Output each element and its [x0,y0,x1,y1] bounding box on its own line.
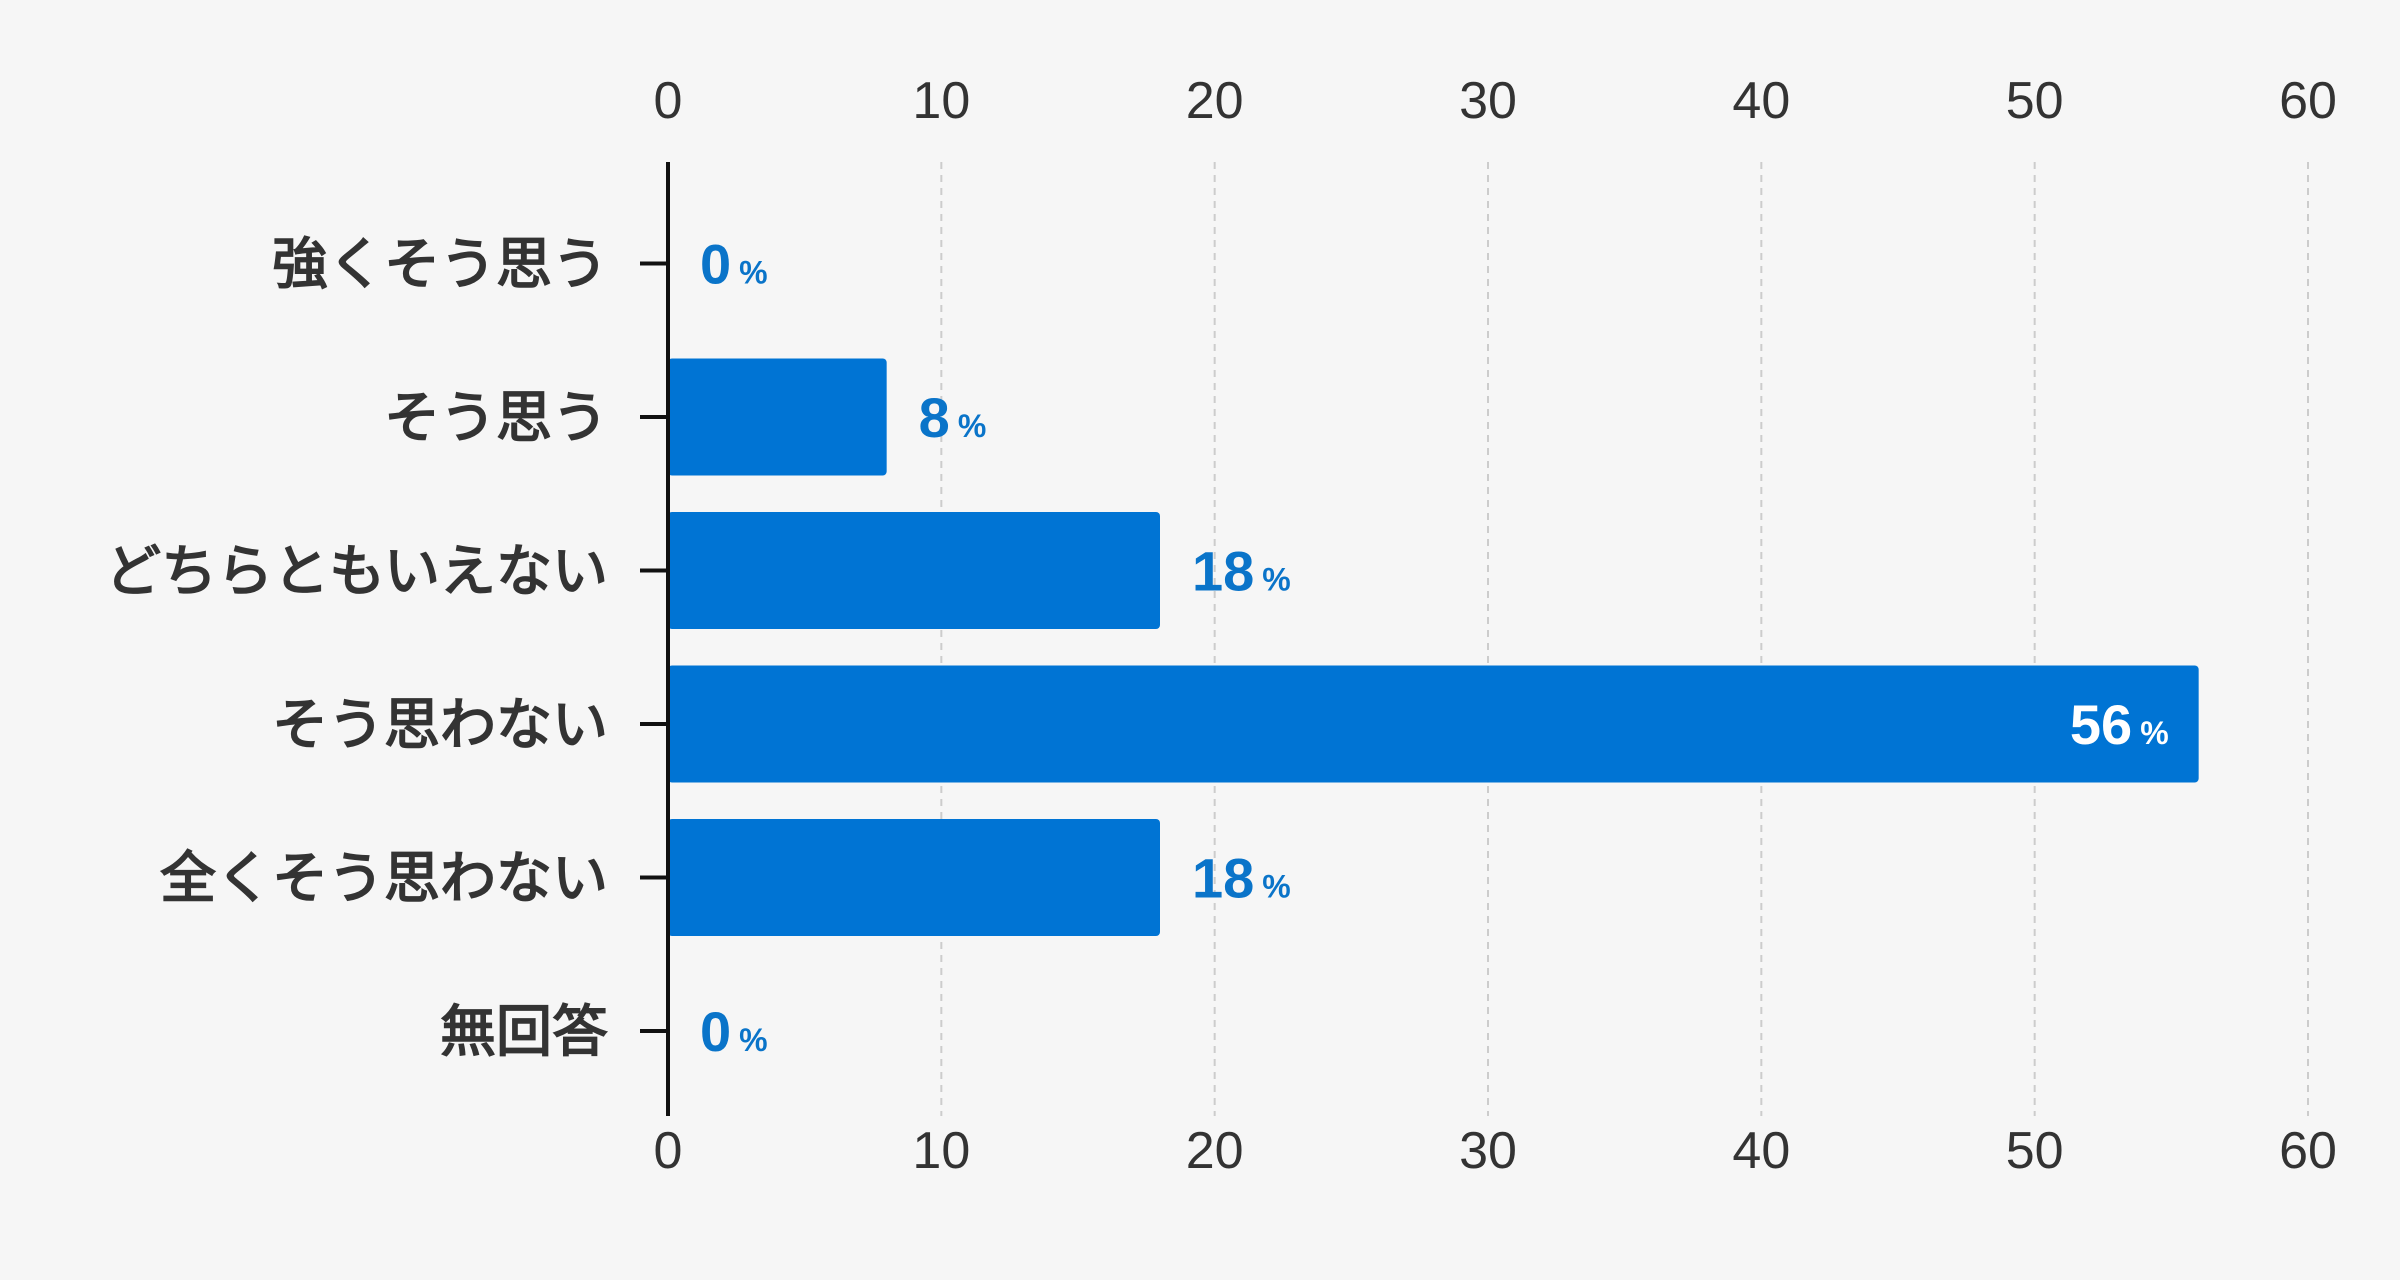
x-tick-label-bottom: 30 [1459,1122,1517,1180]
category-label: 無回答 [440,1000,609,1065]
bar [668,512,1160,629]
x-axis-top-ticks: 0 10 20 30 40 50 60 [654,72,2337,130]
x-tick-label-top: 0 [654,72,683,130]
x-tick-label-bottom: 20 [1186,1122,1244,1180]
x-tick-label-bottom: 50 [2006,1122,2064,1180]
data-label: 18% [1192,847,1291,910]
x-tick-label-bottom: 60 [2279,1122,2337,1180]
bar [668,665,2199,783]
category-label: 強くそう思う [272,233,608,298]
category-label: そう思わない [272,693,608,758]
y-axis [640,162,670,1116]
x-tick-label-bottom: 40 [1732,1122,1790,1180]
grid-lines [940,162,2309,1116]
x-tick-label-top: 50 [2006,72,2064,130]
x-tick-label-top: 10 [912,72,970,130]
bar [668,819,1160,936]
data-label: 56% [2070,693,2169,756]
x-tick-label-bottom: 0 [654,1122,683,1180]
x-tick-label-top: 60 [2279,72,2337,130]
data-label: 18% [1192,540,1291,603]
value-labels: 0 % 8 % 18 % 56 % 18 % 0% [700,233,2169,1064]
data-label: 0% [700,233,768,296]
bar [668,358,887,476]
data-label: 0% [700,1000,768,1063]
x-tick-label-top: 30 [1459,72,1517,130]
category-label: 全くそう思わない [159,847,608,912]
x-tick-label-top: 20 [1186,72,1244,130]
data-label: 8% [919,386,987,449]
x-tick-label-bottom: 10 [912,1122,970,1180]
category-label: そう思う [384,386,608,451]
x-axis-bottom-ticks: 0 10 20 30 40 50 60 [654,1122,2337,1180]
bars [668,358,2199,936]
category-label: どちらともいえない [105,540,608,605]
x-tick-label-top: 40 [1732,72,1790,130]
